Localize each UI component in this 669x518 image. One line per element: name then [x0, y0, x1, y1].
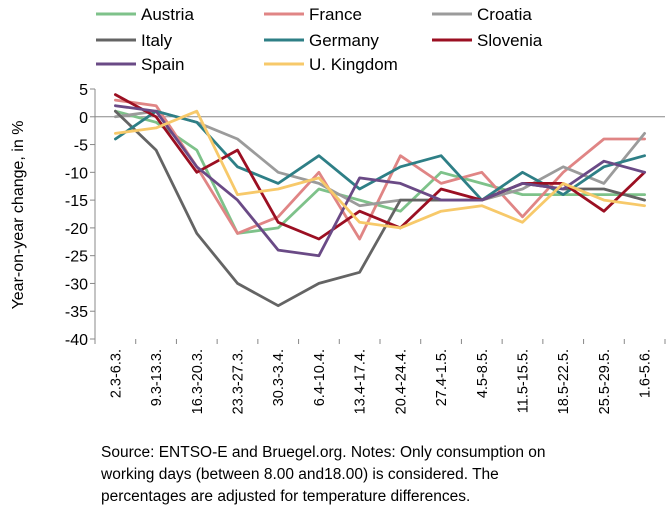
series-line-austria [114, 109, 646, 235]
legend-label: Spain [141, 55, 184, 74]
y-tick-label: -15 [65, 193, 88, 210]
x-tick-label: 23.3-27.3. [231, 349, 247, 414]
legend-label: Germany [309, 31, 379, 50]
legend-label: France [309, 5, 362, 24]
series-line-france [114, 98, 646, 241]
y-tick-label: -10 [65, 165, 88, 182]
x-tick-label: 11.5-15.5. [516, 349, 532, 413]
x-tick-label: 27.4-1.5. [434, 349, 450, 406]
x-tick-label: 30.3-3.4. [271, 349, 287, 406]
y-tick-label: -30 [65, 276, 88, 293]
y-tick-label: -5 [74, 138, 88, 155]
x-tick-label: 16.3-20.3. [190, 349, 206, 414]
source-note-line: Source: ENTSO-E and Bruegel.org. Notes: … [101, 444, 546, 461]
legend-label: Austria [141, 5, 194, 24]
chart-legend: Austria France Croatia Italy Germany Slovenia… [96, 5, 543, 74]
series-line-u-kingdom [114, 109, 646, 230]
x-tick-label: 20.4-24.4. [393, 349, 409, 414]
chart-axes: 5 0 -5 -10 -15 -20 -25 -30 -35 -40 2.3-6.3. 9.3-13.… [65, 82, 666, 414]
source-note: Source: ENTSO-E and Bruegel.org. Notes: … [101, 442, 661, 508]
y-tick-label: -25 [65, 249, 88, 266]
series-line-italy [114, 109, 646, 308]
line-chart: Austria France Croatia Italy Germany Slovenia… [10, 5, 666, 414]
y-tick-label: 5 [79, 82, 88, 99]
y-tick-label: 0 [79, 110, 88, 127]
y-axis-label: Year-on-year change, in % [10, 121, 27, 310]
series-line-slovenia [114, 93, 646, 241]
x-tick-label: 1.6-5.6. [638, 349, 654, 398]
source-note-line: percentages are adjusted for temperature… [101, 488, 471, 505]
x-tick-label: 9.3-13.3. [149, 349, 165, 406]
x-tick-label: 2.3-6.3. [108, 349, 124, 398]
x-tick-label: 4.5-8.5. [475, 349, 491, 398]
y-tick-label: -20 [65, 221, 88, 238]
legend-label: Italy [141, 31, 173, 50]
y-tick-label: -35 [65, 304, 88, 321]
x-tick-label: 25.5-29.5. [597, 349, 613, 414]
x-tick-label: 6.4-10.4. [312, 349, 328, 406]
x-tick-label: 13.4-17.4. [353, 349, 369, 414]
y-tick-label: -40 [65, 332, 88, 349]
x-tick-label: 18.5-22.5. [556, 349, 572, 414]
source-note-line: working days (between 8.00 and18.00) is … [101, 466, 499, 483]
legend-label: Slovenia [477, 31, 543, 50]
legend-label: U. Kingdom [309, 55, 398, 74]
chart-series-lines [114, 93, 646, 308]
series-line-spain [114, 104, 646, 258]
legend-label: Croatia [477, 5, 532, 24]
